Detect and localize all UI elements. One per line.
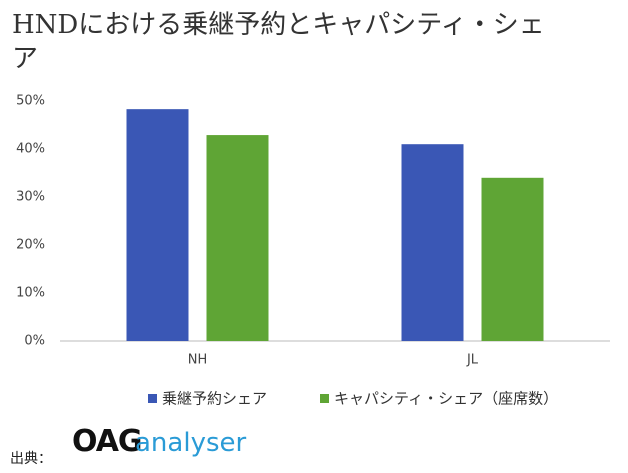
bar xyxy=(481,177,544,341)
bar xyxy=(401,144,464,341)
bar xyxy=(206,135,269,341)
chart-title: HNDにおける乗継予約とキャパシティ・シェア xyxy=(12,10,545,74)
x-tick-label: JL xyxy=(466,353,479,368)
source-label: 出典： xyxy=(10,451,52,467)
legend-label: 乗継予約シェア xyxy=(162,390,267,408)
y-tick-label: 0% xyxy=(24,334,45,349)
y-tick-label: 20% xyxy=(16,238,45,253)
x-tick-label: NH xyxy=(188,353,208,368)
logo-sub: analyser xyxy=(135,428,247,458)
y-tick-label: 50% xyxy=(16,94,45,109)
y-tick-label: 40% xyxy=(16,142,45,157)
legend-swatch xyxy=(320,394,329,403)
y-tick-label: 30% xyxy=(16,190,45,205)
logo: OAG xyxy=(72,424,143,459)
legend-swatch xyxy=(148,394,157,403)
bar xyxy=(126,109,189,341)
legend-label: キャパシティ・シェア（座席数） xyxy=(334,390,558,408)
y-tick-label: 10% xyxy=(16,286,45,301)
